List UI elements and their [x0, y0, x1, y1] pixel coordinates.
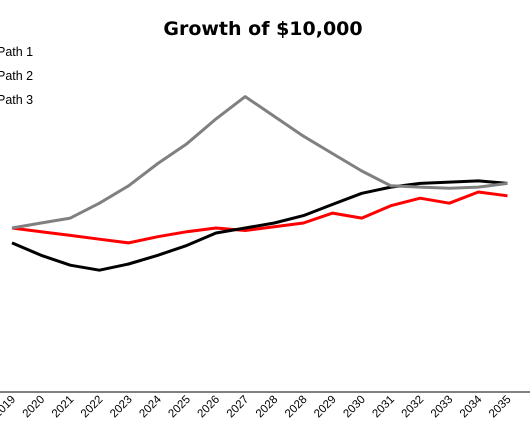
x-tick-label: 2030 — [341, 394, 368, 421]
x-tick-label: 2025 — [166, 394, 193, 421]
x-tick-label: 2028 — [283, 394, 310, 421]
x-tick-label: 2029 — [312, 394, 339, 421]
series-line-3 — [11, 95, 508, 230]
series-layer — [11, 95, 508, 272]
x-tick-label: 2028 — [254, 394, 281, 421]
x-tick-label: 2021 — [50, 394, 77, 421]
x-tick-label: 2032 — [400, 394, 427, 421]
series-line-2 — [11, 179, 508, 272]
legend: Path 1 Path 2 Path 3 — [0, 45, 33, 107]
x-tick-label: 2031 — [370, 394, 397, 421]
x-tick-label: 2024 — [137, 393, 164, 420]
x-tick-label: 2023 — [108, 394, 135, 421]
legend-label-3: Path 3 — [0, 93, 33, 107]
series-line-1 — [11, 190, 508, 245]
x-tick-label: 2022 — [79, 394, 106, 421]
x-axis-ticks: 2019 2020 2021 2022 2023 2024 2025 2026 2027 2028… — [0, 393, 514, 420]
x-tick-label: 2033 — [429, 394, 456, 421]
x-tick-label: 2020 — [21, 394, 48, 421]
legend-label-2: Path 2 — [0, 69, 33, 83]
legend-label-1: Path 1 — [0, 45, 33, 59]
x-tick-label: 2019 — [0, 394, 18, 421]
x-tick-label: 2026 — [196, 394, 223, 421]
x-tick-label: 2034 — [458, 393, 485, 420]
x-tick-label: 2035 — [487, 394, 514, 421]
x-tick-label: 2027 — [225, 394, 252, 421]
chart-title: Growth of $10,000 — [163, 18, 362, 40]
